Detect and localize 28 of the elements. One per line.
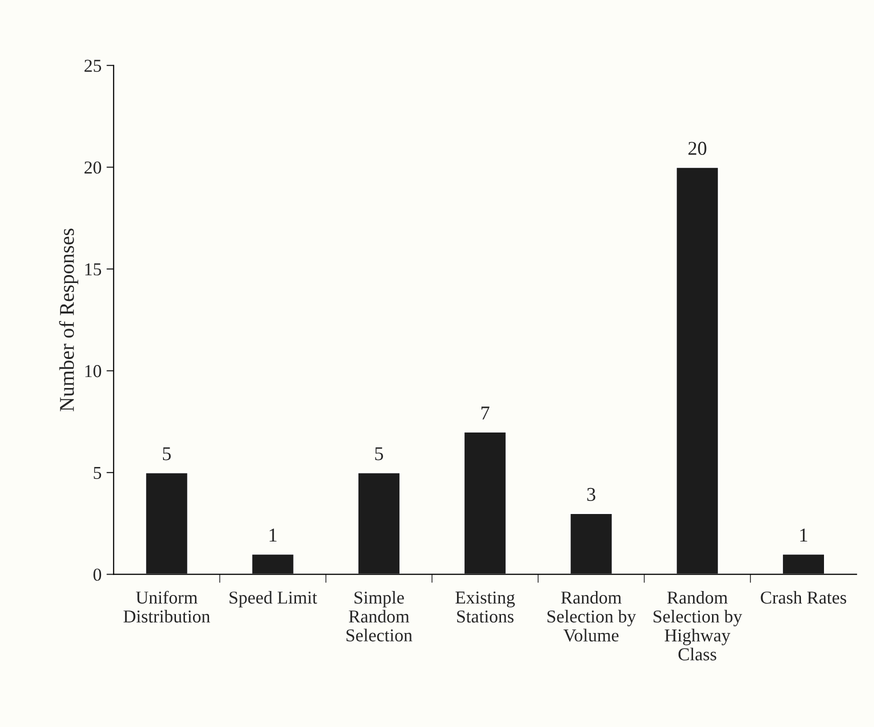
y-tick-label: 15 [85, 263, 102, 276]
bar [357, 472, 401, 574]
x-tick-label: Random Selection by Volume [548, 590, 636, 642]
y-tick-label: 0 [93, 568, 102, 581]
bar [569, 512, 614, 574]
y-tick-label: 5 [94, 466, 102, 479]
x-tick-label: Speed Limit [230, 590, 318, 608]
data-label: 20 [688, 142, 706, 155]
data-label: 7 [481, 406, 490, 420]
bar [782, 553, 826, 574]
x-tick-label: Random Selection by Highway Class [654, 590, 742, 660]
x-tick-label: Simple Random Selection [346, 590, 412, 642]
y-axis-title: Number of Responses [59, 228, 78, 412]
bar [675, 166, 720, 574]
data-label: 1 [800, 528, 808, 542]
x-tick-label: Existing Stations [455, 592, 515, 623]
data-label: 3 [587, 488, 596, 501]
data-label: 5 [162, 447, 171, 460]
bar [250, 553, 295, 574]
data-label: 1 [270, 528, 277, 542]
bar [144, 472, 189, 574]
y-tick-label: 25 [84, 60, 102, 72]
y-tick-label: 20 [84, 161, 102, 174]
bar [463, 431, 507, 574]
x-tick-label: Uniform Distribution [124, 590, 210, 623]
y-tick-label: 10 [85, 365, 102, 378]
data-label: 5 [375, 447, 384, 460]
x-tick-label: Crash Rates [760, 590, 846, 604]
